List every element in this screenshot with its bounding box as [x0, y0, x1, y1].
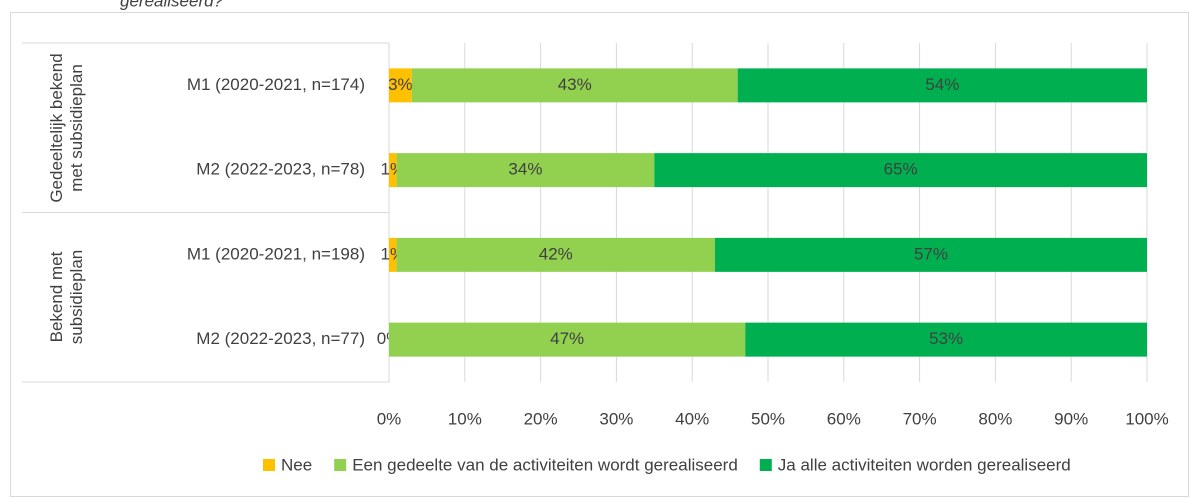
y-tick-label: M2 (2022-2023, n=77) — [196, 329, 365, 348]
bar-segment — [411, 68, 738, 103]
data-label: 54% — [925, 75, 959, 94]
data-label: 43% — [558, 75, 592, 94]
x-tick-label: 80% — [978, 409, 1012, 428]
x-tick-label: 40% — [675, 409, 709, 428]
group-label: Gedeeltelijk bekend met subsidieplan — [47, 53, 86, 203]
y-tick-label: M2 (2022-2023, n=78) — [196, 160, 365, 179]
chart-frame — [10, 12, 1189, 497]
x-tick-label: 0% — [377, 409, 402, 428]
bar-segment — [389, 237, 397, 272]
legend-label: Nee — [281, 455, 312, 474]
legend-label: Een gedeelte van de activiteiten wordt g… — [352, 455, 738, 474]
bar-segment — [714, 237, 1147, 272]
data-label: 47% — [550, 329, 584, 348]
y-tick-label: M1 (2020-2021, n=174) — [187, 75, 365, 94]
data-label: 3% — [388, 75, 413, 94]
x-tick-label: 70% — [903, 409, 937, 428]
legend-swatch — [334, 459, 347, 471]
data-label: 53% — [929, 329, 963, 348]
data-label: 42% — [539, 244, 573, 263]
bar-segment — [389, 322, 746, 357]
x-tick-label: 30% — [599, 409, 633, 428]
bar-segment — [396, 153, 655, 188]
x-tick-label: 90% — [1054, 409, 1088, 428]
bar-segment — [654, 153, 1147, 188]
chart-title: gerealiseerd? — [120, 0, 224, 10]
y-tick-label: M1 (2020-2021, n=198) — [187, 244, 365, 263]
x-tick-label: 100% — [1125, 409, 1168, 428]
legend-label: Ja alle activiteiten worden gerealiseerd — [778, 455, 1071, 474]
data-label: 34% — [508, 160, 542, 179]
legend-swatch — [759, 459, 772, 471]
bar-segment — [745, 322, 1147, 357]
data-label: 57% — [914, 244, 948, 263]
x-tick-label: 60% — [827, 409, 861, 428]
x-tick-label: 10% — [448, 409, 482, 428]
legend-swatch — [263, 459, 275, 471]
bar-segment — [737, 68, 1147, 103]
data-label: 65% — [884, 160, 918, 179]
bar-segment — [396, 237, 715, 272]
x-tick-label: 50% — [751, 409, 785, 428]
bar-segment — [389, 68, 412, 103]
group-label: Bekend met subsidieplan — [47, 250, 86, 345]
bar-segment — [389, 153, 397, 188]
x-tick-label: 20% — [524, 409, 558, 428]
